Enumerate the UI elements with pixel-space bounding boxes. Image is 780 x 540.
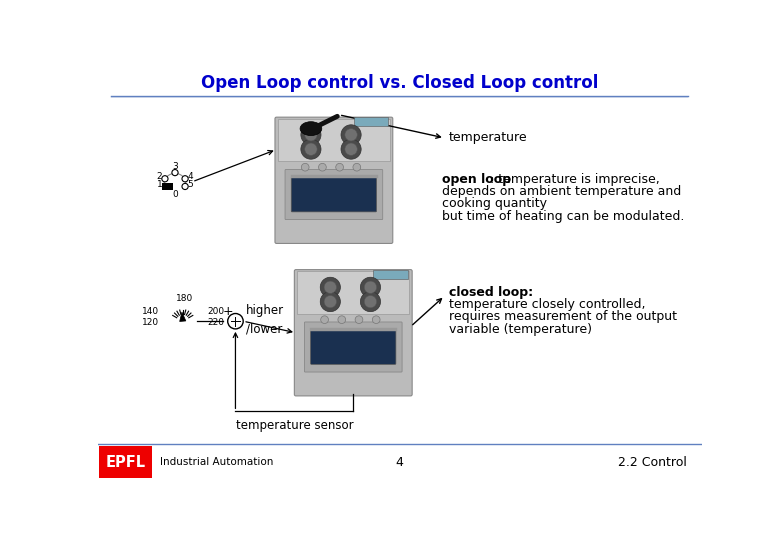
Text: : temperature is imprecise,: : temperature is imprecise,: [491, 173, 660, 186]
Text: cooking quantity: cooking quantity: [442, 197, 548, 210]
Text: temperature sensor: temperature sensor: [236, 419, 353, 432]
FancyBboxPatch shape: [310, 330, 396, 364]
Circle shape: [341, 125, 361, 145]
Circle shape: [335, 164, 343, 171]
Text: 120: 120: [143, 318, 159, 327]
Text: 200: 200: [207, 307, 225, 316]
Text: 0: 0: [172, 190, 178, 199]
Text: Open Loop control vs. Closed Loop control: Open Loop control vs. Closed Loop contro…: [201, 75, 598, 92]
Text: open loop: open loop: [442, 173, 512, 186]
Circle shape: [305, 143, 317, 156]
Text: variable (temperature): variable (temperature): [448, 323, 591, 336]
Circle shape: [301, 164, 309, 171]
Circle shape: [228, 314, 243, 329]
Circle shape: [182, 184, 188, 190]
Circle shape: [353, 164, 360, 171]
FancyBboxPatch shape: [285, 170, 383, 220]
Text: 3: 3: [172, 162, 178, 171]
Circle shape: [360, 292, 381, 312]
Circle shape: [338, 316, 346, 323]
Bar: [354, 117, 388, 126]
Text: EPFL: EPFL: [105, 455, 145, 470]
Circle shape: [305, 129, 317, 141]
FancyBboxPatch shape: [294, 269, 412, 396]
Text: temperature: temperature: [448, 131, 527, 144]
Circle shape: [318, 164, 326, 171]
Circle shape: [345, 129, 357, 141]
Polygon shape: [179, 312, 186, 321]
Text: temperature closely controlled,: temperature closely controlled,: [448, 298, 645, 311]
FancyBboxPatch shape: [291, 177, 377, 212]
Text: 180: 180: [176, 294, 193, 303]
Circle shape: [345, 143, 357, 156]
Text: but time of heating can be modulated.: but time of heating can be modulated.: [442, 210, 685, 222]
Circle shape: [324, 295, 336, 308]
Text: 140: 140: [143, 307, 159, 316]
Text: 1: 1: [157, 180, 162, 190]
Text: +: +: [222, 306, 233, 319]
Circle shape: [172, 170, 178, 176]
Bar: [374, 269, 407, 279]
Circle shape: [301, 125, 321, 145]
Circle shape: [182, 176, 188, 182]
Circle shape: [355, 316, 363, 323]
Ellipse shape: [300, 122, 322, 136]
Text: closed loop:: closed loop:: [448, 286, 533, 299]
Circle shape: [321, 277, 340, 297]
Text: 2: 2: [157, 172, 162, 181]
Circle shape: [364, 295, 377, 308]
Text: 2.2 Control: 2.2 Control: [618, 456, 686, 469]
Circle shape: [161, 176, 168, 182]
Text: Industrial Automation: Industrial Automation: [159, 457, 273, 467]
FancyBboxPatch shape: [304, 322, 402, 372]
Text: 5: 5: [188, 180, 193, 190]
Text: depends on ambient temperature and: depends on ambient temperature and: [442, 185, 682, 198]
Text: /lower: /lower: [246, 323, 282, 336]
Circle shape: [321, 316, 328, 323]
Circle shape: [360, 277, 381, 297]
FancyBboxPatch shape: [275, 117, 393, 244]
Circle shape: [301, 139, 321, 159]
Text: 4: 4: [395, 456, 404, 469]
Bar: [297, 271, 409, 314]
Circle shape: [372, 316, 380, 323]
Circle shape: [364, 281, 377, 293]
Text: 220: 220: [207, 318, 225, 327]
Text: higher: higher: [246, 303, 285, 316]
Bar: [278, 119, 390, 161]
Text: requires measurement of the output: requires measurement of the output: [448, 310, 676, 323]
Circle shape: [324, 281, 336, 293]
Circle shape: [341, 139, 361, 159]
Text: 4: 4: [188, 172, 193, 181]
Circle shape: [321, 292, 340, 312]
Bar: [161, 184, 172, 190]
Bar: [99, 446, 152, 478]
